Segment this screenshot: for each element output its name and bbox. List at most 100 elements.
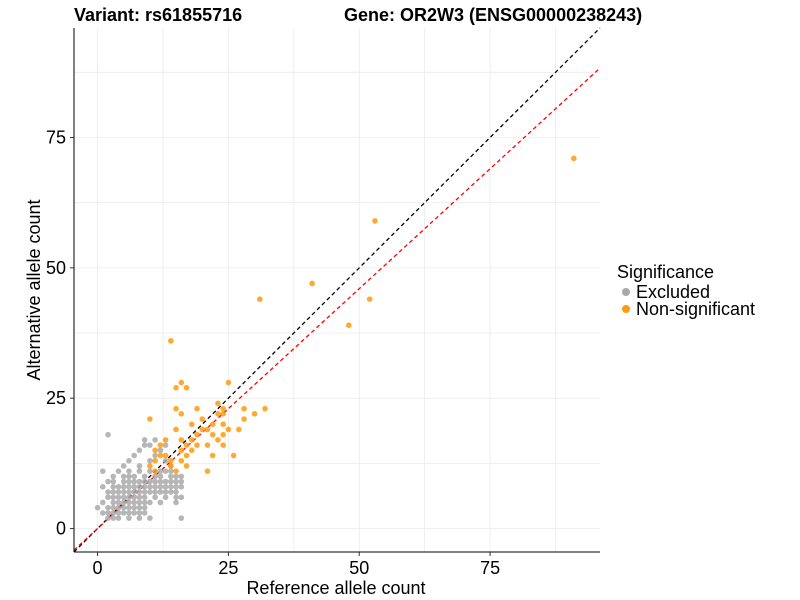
point-excluded [173, 473, 179, 480]
point-excluded [131, 478, 137, 485]
point-non-significant [215, 411, 221, 417]
point-non-significant [168, 463, 174, 469]
point-excluded [178, 473, 185, 480]
point-excluded [131, 510, 137, 516]
point-excluded [141, 478, 148, 485]
point-non-significant [168, 338, 174, 344]
point-excluded [110, 515, 117, 521]
point-excluded [110, 473, 117, 480]
point-non-significant [147, 416, 153, 422]
point-excluded [173, 489, 179, 495]
point-excluded [131, 484, 137, 490]
point-excluded [141, 504, 148, 511]
point-excluded [110, 484, 117, 490]
x-axis-title: Reference allele count [246, 578, 425, 598]
point-excluded [147, 457, 153, 464]
point-excluded [136, 468, 143, 474]
point-non-significant [194, 431, 200, 438]
point-non-significant [188, 447, 195, 454]
point-non-significant [178, 437, 185, 443]
point-non-significant [147, 463, 153, 469]
point-non-significant [204, 426, 211, 433]
point-excluded [120, 504, 127, 511]
point-excluded [120, 484, 127, 490]
point-excluded [99, 484, 106, 490]
point-excluded [173, 478, 179, 485]
point-non-significant [225, 379, 232, 386]
point-excluded [147, 515, 153, 521]
x-tick-label: 0 [93, 558, 103, 578]
point-excluded [141, 499, 148, 506]
point-non-significant [183, 452, 190, 459]
point-non-significant [168, 457, 174, 464]
data-points [94, 155, 577, 521]
point-excluded [136, 504, 143, 511]
y-tick-label: 25 [46, 388, 66, 408]
point-excluded [94, 504, 101, 511]
point-excluded [136, 489, 143, 495]
point-non-significant [183, 384, 190, 391]
point-excluded [120, 463, 127, 469]
point-non-significant [220, 411, 226, 417]
title-gene: Gene: OR2W3 (ENSG00000238243) [344, 5, 642, 25]
point-excluded [162, 478, 169, 485]
point-excluded [162, 457, 169, 464]
point-non-significant [173, 384, 179, 391]
point-non-significant [209, 421, 216, 428]
point-non-significant [209, 431, 216, 438]
point-excluded [126, 489, 132, 495]
point-non-significant [220, 442, 226, 448]
point-excluded [126, 457, 132, 464]
point-excluded [157, 447, 164, 454]
x-tick-label: 75 [480, 558, 500, 578]
legend-key-excluded [622, 288, 630, 296]
point-excluded [126, 494, 132, 501]
point-excluded [131, 494, 137, 501]
point-non-significant [225, 426, 232, 433]
point-excluded [178, 484, 185, 490]
point-non-significant [220, 431, 226, 438]
point-excluded [131, 473, 137, 480]
point-non-significant [157, 442, 164, 448]
point-excluded [131, 489, 137, 495]
point-excluded [157, 499, 164, 506]
point-non-significant [162, 452, 169, 459]
point-excluded [110, 494, 117, 501]
point-excluded [115, 489, 122, 495]
point-excluded [115, 504, 122, 511]
point-non-significant [241, 405, 247, 412]
point-excluded [162, 494, 169, 501]
point-non-significant [204, 442, 211, 448]
point-non-significant [209, 452, 216, 459]
point-excluded [126, 504, 132, 511]
point-non-significant [241, 416, 247, 422]
point-excluded [178, 515, 185, 521]
point-excluded [152, 489, 158, 495]
axes [70, 28, 600, 556]
point-excluded [110, 510, 117, 516]
point-excluded [152, 473, 158, 480]
point-excluded [168, 478, 174, 485]
point-excluded [136, 478, 143, 485]
point-excluded [168, 484, 174, 490]
point-excluded [99, 499, 106, 506]
point-excluded [141, 437, 148, 443]
reference-line-1 [73, 27, 601, 553]
point-excluded [105, 489, 111, 495]
point-excluded [126, 484, 132, 490]
point-non-significant [152, 468, 158, 474]
point-excluded [162, 484, 169, 490]
point-excluded [152, 478, 158, 485]
point-excluded [126, 473, 132, 480]
point-non-significant [366, 296, 373, 302]
point-excluded [115, 494, 122, 501]
point-excluded [115, 499, 122, 506]
point-non-significant [345, 322, 352, 328]
point-excluded [141, 489, 148, 495]
point-non-significant [178, 457, 185, 464]
point-excluded [126, 468, 132, 474]
point-non-significant [188, 421, 195, 428]
point-excluded [147, 442, 153, 448]
